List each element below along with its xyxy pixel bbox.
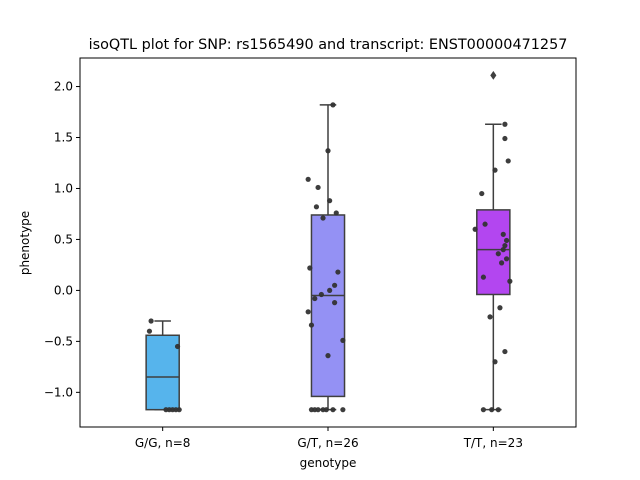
- data-point: [307, 265, 313, 271]
- data-point: [176, 407, 182, 413]
- y-tick-label: −1.0: [44, 385, 73, 399]
- data-point: [505, 158, 511, 164]
- data-point: [480, 274, 487, 280]
- data-point: [335, 269, 341, 275]
- data-point: [305, 176, 311, 182]
- data-point: [325, 148, 331, 154]
- data-point: [340, 407, 346, 413]
- data-point: [340, 337, 346, 343]
- data-point: [315, 184, 321, 191]
- data-point: [499, 260, 505, 266]
- data-point: [502, 135, 508, 142]
- y-axis-label: phenotype: [18, 211, 32, 275]
- data-point: [480, 407, 487, 413]
- data-point: [502, 242, 508, 249]
- data-point: [497, 305, 503, 311]
- x-tick-label: T/T, n=23: [463, 436, 523, 450]
- y-tick-label: 1.5: [54, 131, 73, 145]
- plot-area: [145, 70, 513, 413]
- data-point: [489, 407, 495, 413]
- x-axis-ticks: G/G, n=8 G/T, n=26 T/T, n=23: [135, 427, 523, 450]
- x-tick-label: G/T, n=26: [297, 436, 358, 450]
- data-point: [502, 121, 508, 127]
- data-point: [503, 237, 510, 244]
- data-point: [327, 287, 333, 294]
- data-point: [146, 328, 153, 334]
- data-point: [332, 300, 338, 306]
- y-tick-label: 0.0: [54, 283, 73, 297]
- data-point: [495, 407, 501, 413]
- data-point: [479, 190, 485, 197]
- data-point: [327, 198, 333, 204]
- data-point: [495, 251, 501, 257]
- data-point: [174, 343, 181, 350]
- y-tick-label: −0.5: [44, 334, 73, 348]
- data-point: [492, 167, 498, 173]
- data-point: [313, 204, 320, 210]
- data-point: [332, 282, 338, 288]
- data-point: [305, 309, 311, 315]
- chart-title: isoQTL plot for SNP: rs1565490 and trans…: [89, 37, 568, 53]
- data-point: [487, 314, 493, 320]
- box: [476, 209, 511, 296]
- x-tick-label: G/G, n=8: [135, 436, 191, 450]
- x-axis-label: genotype: [300, 456, 357, 470]
- data-point: [502, 348, 508, 355]
- data-point: [472, 226, 478, 232]
- outlier-marker: [490, 70, 497, 80]
- box: [310, 214, 346, 398]
- data-point: [312, 295, 318, 302]
- data-point: [500, 247, 506, 253]
- data-point: [315, 407, 321, 413]
- data-point: [492, 359, 498, 365]
- data-point: [482, 221, 488, 227]
- data-point: [325, 353, 331, 359]
- data-point: [500, 231, 506, 237]
- data-point: [148, 318, 154, 324]
- box: [145, 334, 180, 411]
- data-point: [507, 278, 513, 284]
- data-point: [323, 407, 329, 413]
- y-tick-label: 2.0: [54, 80, 73, 94]
- data-point: [330, 407, 336, 413]
- data-point: [333, 210, 339, 216]
- data-point: [503, 256, 510, 262]
- data-point: [330, 102, 336, 108]
- data-point: [320, 215, 326, 221]
- data-point: [318, 291, 324, 298]
- data-point: [308, 322, 315, 328]
- y-axis-ticks: −1.0 −0.5 0.0 0.5 1.0 1.5 2.0: [44, 80, 80, 399]
- y-tick-label: 0.5: [54, 232, 73, 246]
- y-tick-label: 1.0: [54, 181, 73, 195]
